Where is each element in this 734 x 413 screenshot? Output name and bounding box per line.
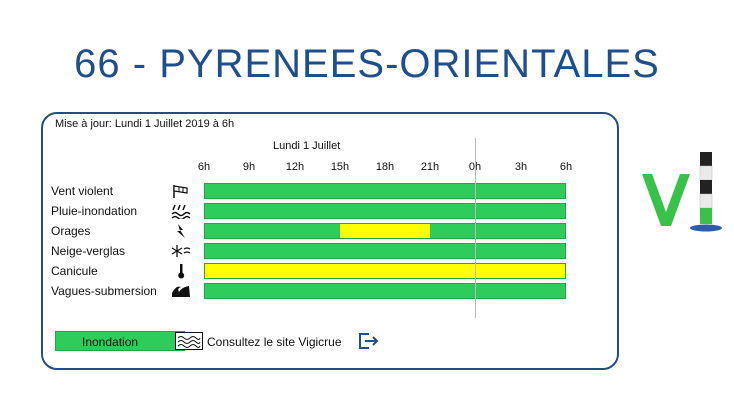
- row-label-canicule: Canicule: [51, 264, 98, 278]
- warning-segment-yellow: [340, 224, 430, 238]
- vigicrue-link[interactable]: Consultez le site Vigicrue: [207, 335, 342, 349]
- legend-inondation: Inondation: [55, 331, 185, 351]
- lightning-icon: [171, 223, 191, 239]
- row-label-neige-verglas: Neige-verglas: [51, 244, 126, 258]
- midnight-divider: [475, 138, 476, 318]
- row-bar-vagues-submersion: [204, 283, 566, 299]
- hour-label: 3h: [514, 161, 528, 173]
- row-label-pluie-inondation: Pluie-inondation: [51, 204, 138, 218]
- hour-label: 21h: [420, 161, 440, 173]
- vigilance-panel: Mise à jour: Lundi 1 Juillet 2019 à 6h L…: [41, 112, 619, 370]
- hour-label: 9h: [242, 161, 256, 173]
- hour-label: 15h: [330, 161, 350, 173]
- vigilance-logo-icon: [638, 146, 730, 243]
- hour-label: 6h: [559, 161, 573, 173]
- row-bar-vent-violent: [204, 183, 566, 199]
- hour-label: 6h: [197, 161, 211, 173]
- thermometer-icon: [171, 263, 191, 279]
- row-label-orages: Orages: [51, 224, 91, 238]
- row-bar-canicule: [204, 263, 566, 279]
- warning-segment-yellow: [205, 264, 565, 278]
- rain-flood-icon: [171, 203, 191, 219]
- flood-waves-icon: [175, 332, 203, 355]
- row-label-vent-violent: Vent violent: [51, 184, 114, 198]
- wave-icon: [171, 283, 191, 299]
- hour-label: 18h: [375, 161, 395, 173]
- legend-label: Inondation: [82, 335, 139, 349]
- page-title: 66 - PYRENEES-ORIENTALES: [74, 42, 660, 86]
- row-label-vagues-submersion: Vagues-submersion: [51, 284, 157, 298]
- row-bar-orages: [204, 223, 566, 239]
- hour-label: 12h: [285, 161, 305, 173]
- update-timestamp: Mise à jour: Lundi 1 Juillet 2019 à 6h: [55, 118, 235, 130]
- external-link-icon[interactable]: [357, 331, 381, 356]
- row-bar-neige-verglas: [204, 243, 566, 259]
- day-label: Lundi 1 Juillet: [273, 140, 341, 152]
- row-bar-pluie-inondation: [204, 203, 566, 219]
- wind-sock-icon: [171, 183, 191, 199]
- snowflake-icon: [171, 243, 191, 259]
